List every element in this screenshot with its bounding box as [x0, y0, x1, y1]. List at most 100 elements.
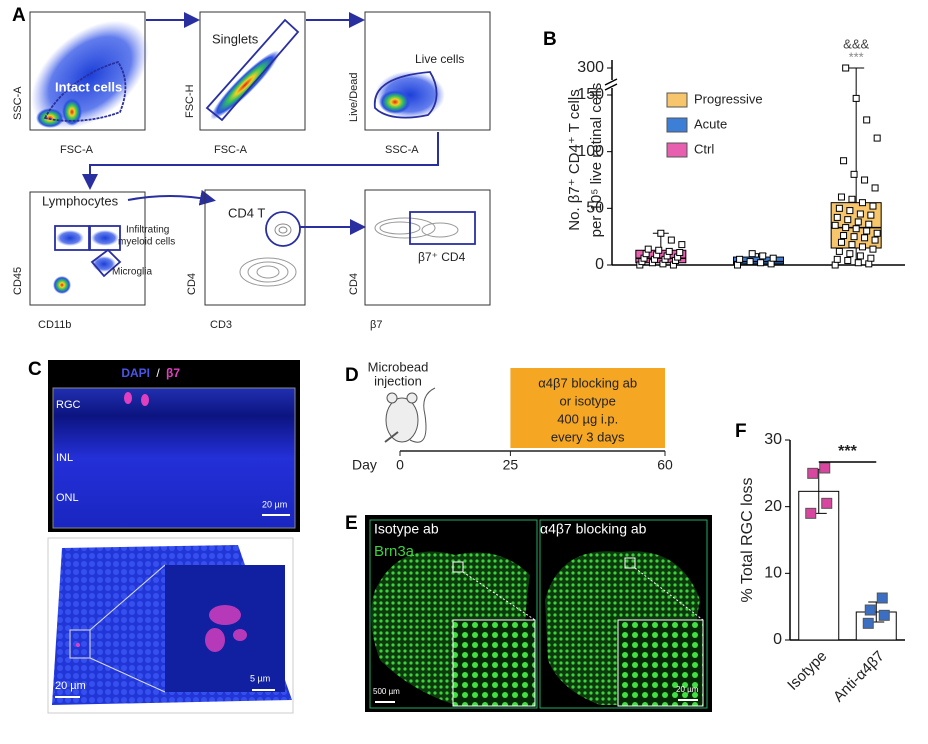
gate-label: CD4 T	[228, 205, 265, 220]
layer-label: INL	[56, 452, 73, 464]
contour	[374, 217, 436, 239]
legend-label: Acute	[694, 116, 727, 131]
y-axis-label: CD45	[12, 267, 24, 295]
y-axis-label: Live/Dead	[348, 72, 360, 122]
density	[62, 98, 82, 126]
data-point	[840, 157, 848, 165]
separator: /	[156, 366, 160, 380]
data-point	[848, 241, 856, 249]
flow-plot: Lymphocytes Infiltrating myeloid cells M…	[12, 191, 175, 331]
gate	[409, 211, 476, 245]
data-point	[858, 199, 866, 207]
panel-labels: A B C D E F	[12, 5, 747, 534]
annotation: ***	[838, 443, 857, 460]
y-axis-label: per 10⁵ live retinal cells	[588, 83, 605, 238]
gate	[89, 225, 121, 251]
data-point	[767, 260, 775, 268]
arrow	[82, 132, 439, 190]
layer-label: ONL	[56, 492, 79, 504]
y-tick-label: 20	[764, 498, 782, 515]
y-axis-label: CD4	[186, 273, 198, 295]
data-point	[869, 245, 877, 253]
event-label: Microbead	[368, 359, 429, 374]
x-axis-label: FSC-A	[214, 144, 248, 156]
inset-line	[89, 657, 166, 693]
plot-frame	[199, 11, 306, 131]
density	[210, 50, 280, 120]
stain-label: β7	[166, 366, 180, 380]
y-tick-label: 10	[764, 565, 782, 582]
legend-swatch	[666, 92, 688, 108]
beta7-signal	[205, 628, 225, 652]
y-axis-label: SSC-A	[12, 86, 24, 120]
contour	[239, 257, 297, 287]
y-tick-label: 0	[595, 256, 604, 273]
stain-label: DAPI	[121, 366, 150, 380]
gate	[90, 248, 122, 278]
data-point	[850, 233, 858, 241]
data-point	[769, 254, 777, 262]
data-point	[856, 210, 864, 218]
syringe	[384, 431, 399, 443]
inset	[165, 565, 285, 692]
wholemount-panel: Isotype ab α4β7 blocking ab Brn3a 500 µm…	[365, 515, 712, 712]
treatment-label: every 3 days	[551, 429, 625, 444]
data-point	[757, 259, 765, 267]
mouse-body	[385, 397, 419, 443]
data-point	[657, 229, 665, 237]
treatment-label: 400 µg i.p.	[557, 411, 618, 426]
data-point	[746, 258, 754, 266]
gate	[205, 18, 300, 122]
data-point	[831, 221, 839, 229]
panel-label: A	[12, 5, 26, 26]
scale-label: 5 µm	[250, 673, 270, 683]
inset	[452, 619, 536, 707]
panel-label: C	[28, 359, 42, 380]
data-point	[861, 176, 869, 184]
data-point	[867, 211, 875, 219]
flow-panel: Intact cells FSC-A SSC-A Singlets FSC-A …	[12, 11, 491, 331]
data-point	[842, 64, 850, 72]
contour	[278, 226, 288, 234]
scale-label: 20 µm	[262, 499, 287, 509]
data-point	[854, 218, 862, 226]
plot-frame	[29, 11, 146, 131]
data-point	[833, 255, 841, 263]
data-point	[852, 94, 860, 102]
data-point	[807, 467, 819, 479]
timeline-panel: Microbead injection α4β7 blocking ab or …	[352, 359, 673, 472]
mouse-ear	[406, 392, 418, 404]
gate-label: Intact cells	[55, 79, 122, 94]
data-point	[873, 134, 881, 142]
data-point	[867, 254, 875, 262]
data-point	[736, 255, 744, 263]
x-axis-label: FSC-A	[60, 144, 94, 156]
density	[36, 108, 64, 128]
inset-line	[89, 564, 166, 631]
data-point	[748, 250, 756, 258]
data-point	[869, 202, 877, 210]
contour	[256, 265, 280, 279]
gate-label: Infiltrating	[126, 225, 169, 236]
plot-frame	[364, 11, 491, 131]
y-tick-label: 150	[577, 86, 604, 103]
x-tick-label: Anti-α4β7	[830, 648, 888, 706]
data-point	[805, 507, 817, 519]
event-label: injection	[374, 373, 422, 388]
flow-plot: Live cells SSC-A Live/Dead	[348, 11, 491, 156]
data-point	[864, 604, 876, 616]
data-point	[852, 225, 860, 233]
beta7-signal	[124, 392, 132, 404]
tick-label: 60	[657, 457, 673, 473]
data-point	[865, 260, 873, 268]
data-point	[676, 249, 684, 257]
contour	[421, 222, 459, 238]
bar-chart: 0 10 20 30 % Total RGC loss Isotype Anti-α4β7 *…	[739, 431, 905, 705]
data-point	[844, 256, 852, 264]
data-point	[835, 204, 843, 212]
panel-label: E	[345, 513, 358, 534]
gate-label: myeloid cells	[118, 237, 175, 248]
scale-label: 20 µm	[55, 680, 86, 692]
x-axis-label: CD3	[210, 319, 232, 331]
flow-plot: Singlets FSC-A FSC-H	[184, 11, 306, 156]
